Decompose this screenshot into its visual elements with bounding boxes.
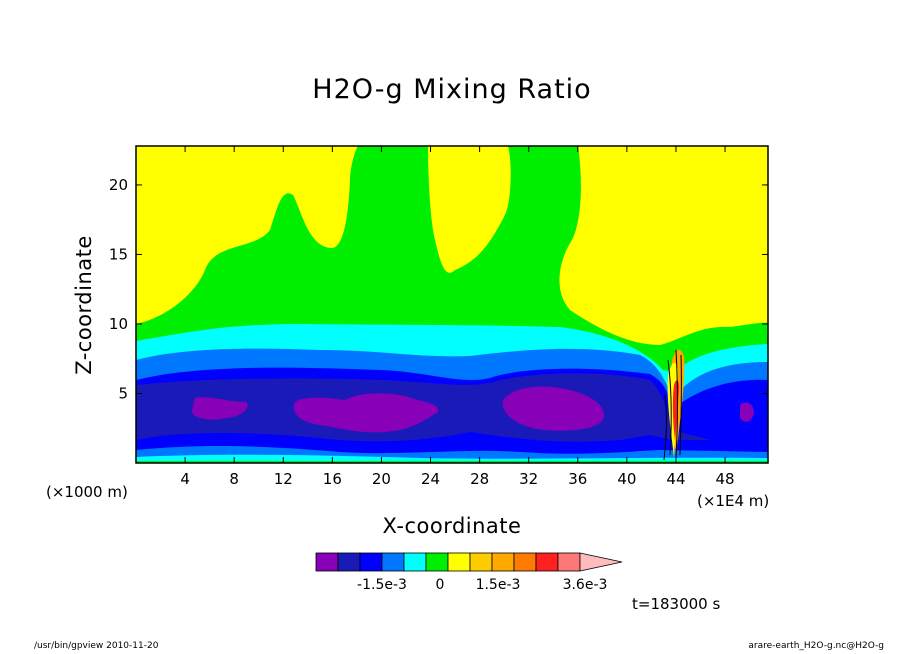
- footer-right: arare-earth_H2O-g.nc@H2O-g: [748, 641, 884, 651]
- colorbar-swatch: [513, 552, 537, 572]
- colorbar-swatch: [469, 552, 493, 572]
- colorbar-label: 3.6e-3: [563, 577, 608, 593]
- colorbar-swatch: [381, 552, 405, 572]
- x-unit-label: (×1000 m): [46, 483, 128, 501]
- colorbar-labels: -1.5e-3 0 1.5e-3 3.6e-3: [357, 577, 607, 593]
- x-tick-label: 40: [617, 470, 636, 488]
- x-tick-label: 20: [372, 470, 391, 488]
- field-purple-1: [191, 397, 248, 420]
- field-cyan-lower: [136, 454, 768, 463]
- y-tick-label: 5: [118, 384, 128, 402]
- x-tick-label: 28: [470, 470, 489, 488]
- footer-left: /usr/bin/gpview 2010-11-20: [34, 641, 159, 651]
- x-tick-label: 4: [180, 470, 190, 488]
- y-tick-label: 15: [109, 245, 128, 263]
- plot-frame: [135, 145, 769, 464]
- y-axis-label: Z-coordinate: [72, 235, 96, 375]
- colorbar-swatch: [403, 552, 427, 572]
- plume-lines: [663, 349, 682, 461]
- x-tick-label: 36: [568, 470, 587, 488]
- x-tick-label: 32: [519, 470, 538, 488]
- x-tick-label: 44: [666, 470, 685, 488]
- colorbar-swatch: [315, 552, 339, 572]
- colorbar-swatch: [359, 552, 383, 572]
- x-tick-label: 48: [716, 470, 735, 488]
- y-tick-label: 20: [109, 176, 128, 194]
- field-purple-2: [293, 393, 439, 433]
- x-tick-label: 16: [323, 470, 342, 488]
- colorbar-swatch: [337, 552, 361, 572]
- field-purple-3: [502, 386, 605, 431]
- x-tick-label: 24: [421, 470, 440, 488]
- colorbar-label: 0: [436, 577, 445, 593]
- x-tick-label: 8: [229, 470, 239, 488]
- y-tick-label: 10: [109, 315, 128, 333]
- colorbar-swatch: [557, 552, 581, 572]
- colorbar-swatch: [425, 552, 449, 572]
- x-unit-secondary-label: (×1E4 m): [697, 492, 770, 510]
- colorbar-swatch: [491, 552, 515, 572]
- x-tick-label: 12: [274, 470, 293, 488]
- colorbar-swatch: [535, 552, 559, 572]
- field-purple-4: [740, 402, 754, 422]
- colorbar: [315, 552, 623, 572]
- colorbar-arrow: [579, 552, 623, 572]
- colorbar-label: -1.5e-3: [357, 577, 407, 593]
- colorbar-swatch: [447, 552, 471, 572]
- colorbar-label: 1.5e-3: [476, 577, 521, 593]
- chart-title: H2O-g Mixing Ratio: [312, 74, 592, 105]
- time-label: t=183000 s: [632, 595, 721, 613]
- x-axis-label: X-coordinate: [382, 514, 522, 538]
- axis-ticks: [136, 146, 768, 463]
